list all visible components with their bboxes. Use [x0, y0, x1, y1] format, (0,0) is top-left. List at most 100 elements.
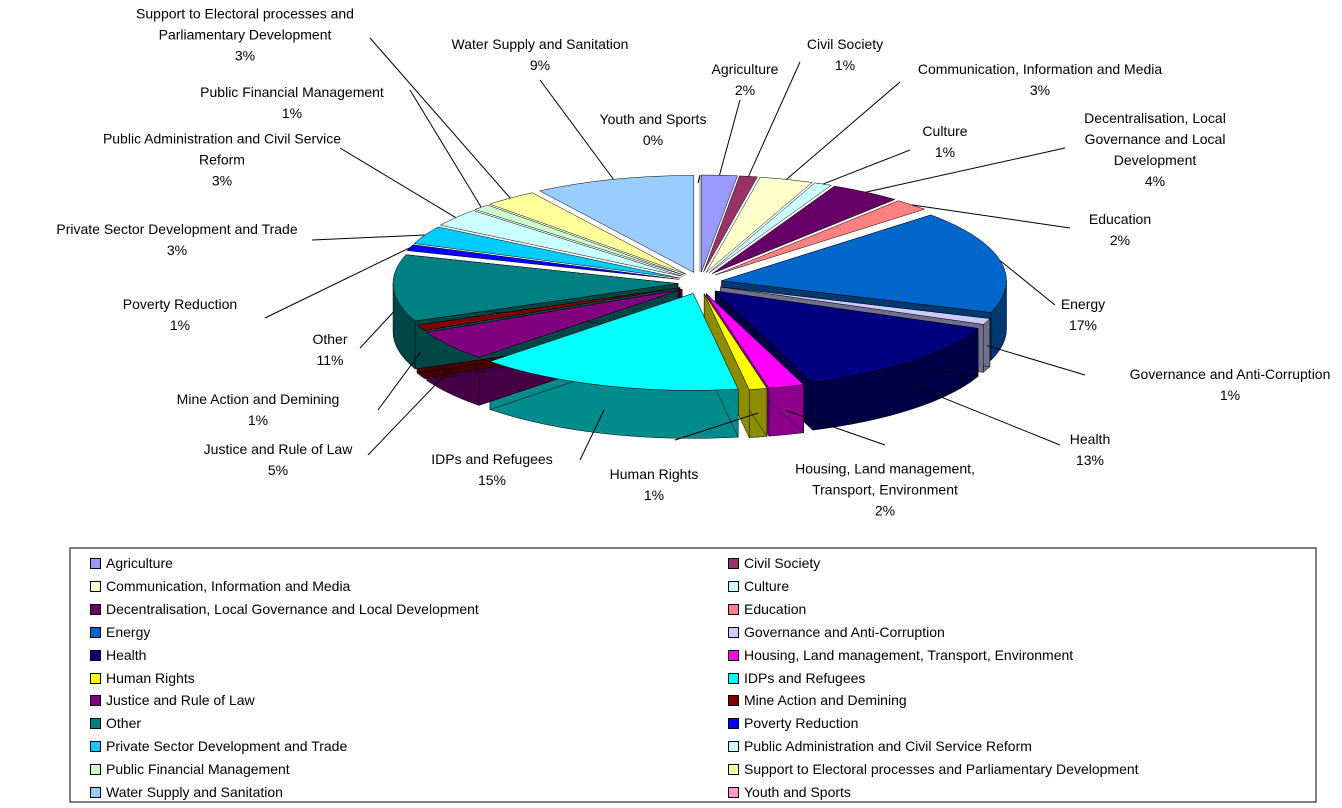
legend-swatch [728, 558, 739, 569]
legend-box [69, 547, 1317, 803]
label-value: 1% [169, 317, 191, 333]
slice [703, 175, 758, 273]
data-label: Human Rights 1% [599, 464, 709, 506]
legend-label: Decentralisation, Local Governance and L… [106, 601, 479, 617]
legend-label: Education [744, 601, 806, 617]
legend-text: Human Rights [106, 669, 195, 686]
label-value: 13% [1075, 452, 1105, 468]
leader-line [339, 147, 456, 219]
legend-text: Mine Action and Demining [744, 692, 907, 709]
legend-swatch [728, 626, 739, 638]
leader-line [786, 410, 886, 446]
leader-line [264, 247, 411, 319]
leader-line [986, 345, 1086, 376]
data-label: Health 13% [1050, 429, 1130, 471]
label-name: Civil Society [806, 36, 884, 52]
data-label: Private Sector Development and Trade 3% [52, 219, 302, 261]
label-value: 5% [267, 462, 289, 478]
legend-text: Civil Society [744, 555, 821, 571]
data-label: IDPs and Refugees 15% [412, 449, 572, 491]
leader-line [911, 204, 1071, 229]
leader-line [311, 234, 425, 241]
label-value: 3% [1029, 82, 1051, 98]
slice [705, 293, 805, 389]
legend-text: Communication, Information and Media [106, 577, 351, 594]
legend-text: Culture [744, 577, 790, 594]
legend-label: Support to Electoral processes and Parli… [744, 761, 1139, 777]
legend-swatch [90, 603, 101, 615]
data-label: Communication, Information and Media 3% [915, 59, 1165, 101]
label-name: Other [312, 331, 348, 347]
slice [392, 254, 679, 322]
slice [720, 286, 991, 325]
leader-line [409, 89, 482, 208]
slice [406, 244, 680, 280]
label-name: Support to Electoral processes and Parli… [136, 5, 354, 43]
legend-swatch [90, 672, 101, 684]
slice [426, 289, 683, 358]
leader-line [748, 61, 801, 177]
legend-swatch [728, 649, 739, 661]
leader-line [697, 174, 701, 184]
label-value: 3% [211, 172, 233, 189]
legend-swatch [728, 603, 739, 615]
label-name: Housing, Land management, Transport, Env… [795, 460, 975, 498]
legend-text: Poverty Reduction [744, 715, 859, 732]
label-name: Justice and Rule of Law [203, 441, 353, 457]
label-value: 4% [1144, 173, 1166, 189]
leader-line [377, 351, 422, 411]
label-value: 1% [834, 57, 856, 73]
legend-label: Poverty Reduction [744, 715, 858, 731]
legend-label: Housing, Land management, Transport, Env… [744, 647, 1073, 663]
legend-swatch [90, 558, 101, 569]
legend-swatch [728, 741, 739, 753]
legend-text: IDPs and Refugees [744, 669, 866, 686]
legend-label: Water Supply and Sanitation [106, 784, 283, 800]
label-name: Governance and Anti-Corruption [1129, 366, 1331, 382]
data-label: Governance and Anti-Corruption 1% [1100, 364, 1342, 406]
slice [703, 293, 768, 390]
data-label: Justice and Rule of Law 5% [183, 439, 373, 481]
slice [439, 210, 683, 277]
data-label: Decentralisation, Local Governance and L… [1055, 108, 1255, 192]
legend-swatch [728, 764, 739, 776]
label-name: IDPs and Refugees [431, 451, 553, 467]
label-name: Human Rights [609, 466, 699, 482]
legend-text: Energy [106, 623, 151, 640]
legend-label: Private Sector Development and Trade [106, 738, 347, 754]
label-value: 1% [643, 487, 665, 503]
legend-label: Public Administration and Civil Service … [744, 738, 1032, 754]
legend-text: Health [106, 646, 147, 663]
label-name: Public Administration and Civil Service … [102, 130, 342, 168]
data-label: Agriculture 2% [695, 59, 795, 101]
legend-label: Health [106, 647, 146, 663]
label-name: Education [1088, 211, 1152, 227]
legend-swatch [728, 580, 739, 592]
leader-line [369, 37, 511, 199]
label-name: Energy [1060, 296, 1106, 312]
legend-text: Education [744, 600, 807, 617]
data-label: Poverty Reduction 1% [100, 294, 260, 336]
legend-label: Mine Action and Demining [744, 692, 907, 708]
label-value: 15% [477, 472, 507, 488]
label-value: 2% [874, 502, 896, 519]
data-label: Water Supply and Sanitation 9% [425, 34, 655, 76]
data-label: Support to Electoral processes and Parli… [120, 4, 370, 67]
label-value: 1% [1219, 387, 1241, 403]
legend-label: Public Financial Management [106, 761, 290, 777]
data-label: Mine Action and Demining 1% [158, 389, 358, 431]
leader-line [367, 369, 451, 456]
legend-label: Human Rights [106, 670, 195, 686]
legend-label: Energy [106, 624, 150, 640]
legend-label: Other [106, 715, 141, 731]
label-value: 3% [166, 242, 188, 258]
legend-text: Support to Electoral processes and Parli… [744, 761, 1139, 778]
legend-swatch [90, 764, 101, 776]
legend-swatch [90, 787, 101, 798]
leader-line [539, 79, 614, 180]
legend-text: Agriculture [106, 555, 173, 571]
legend-text: Water Supply and Sanitation [106, 784, 283, 800]
label-name: Agriculture [711, 61, 779, 77]
